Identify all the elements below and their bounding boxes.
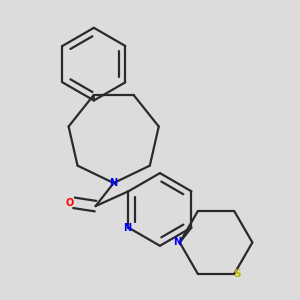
- Text: N: N: [110, 178, 118, 188]
- Text: N: N: [173, 238, 181, 248]
- Text: O: O: [66, 198, 74, 208]
- Text: N: N: [123, 223, 131, 232]
- Text: S: S: [233, 269, 241, 279]
